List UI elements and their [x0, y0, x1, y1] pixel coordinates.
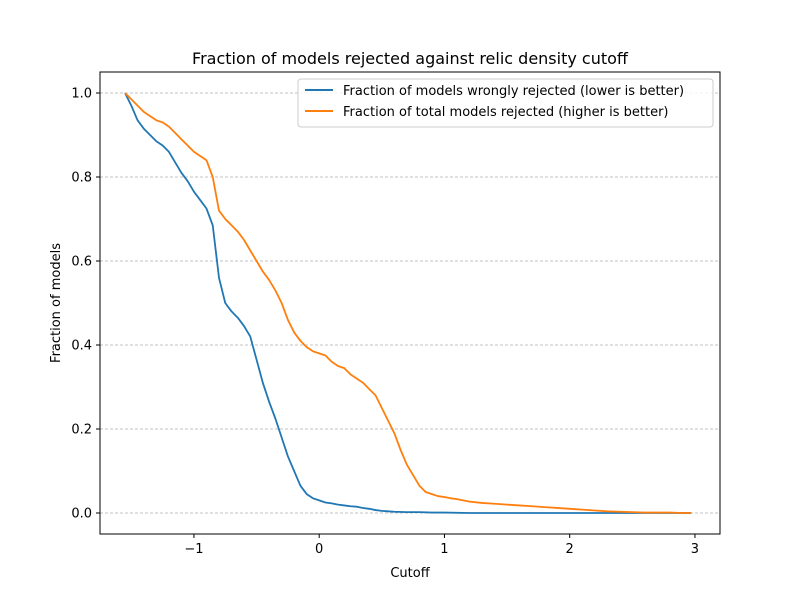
tick-layer: 0.0 0.2 0.4 0.6 0.8 1.0 −1 0 1 2 3 — [71, 87, 699, 558]
x-axis-label: Cutoff — [390, 566, 430, 581]
y-tick-label: 1.0 — [71, 87, 92, 102]
y-tick-label: 0.2 — [71, 423, 92, 438]
y-tick-label: 0.8 — [71, 171, 92, 186]
legend-box — [297, 78, 714, 128]
y-tick-label: 0.4 — [71, 339, 92, 354]
y-tick-label: 0.6 — [71, 255, 92, 270]
series-line-wrongly-rejected — [124, 92, 692, 514]
legend-label-wrongly-rejected: Fraction of models wrongly rejected (low… — [343, 84, 684, 99]
series-line-total-rejected — [124, 92, 692, 514]
plot-frame — [99, 71, 721, 535]
x-tick-label: 3 — [691, 542, 699, 557]
y-tick-label: 0.0 — [71, 507, 92, 522]
x-tick-label: 1 — [440, 542, 448, 557]
legend-label-total-rejected: Fraction of total models rejected (highe… — [343, 105, 669, 120]
legend: Fraction of models wrongly rejected (low… — [297, 78, 714, 128]
series-layer — [124, 92, 692, 514]
x-tick-label: −1 — [184, 542, 203, 557]
x-tick-label: 2 — [566, 542, 574, 557]
y-axis-label: Fraction of models — [49, 243, 64, 363]
x-tick-label: 0 — [315, 542, 323, 557]
chart-title: Fraction of models rejected against reli… — [192, 49, 629, 68]
